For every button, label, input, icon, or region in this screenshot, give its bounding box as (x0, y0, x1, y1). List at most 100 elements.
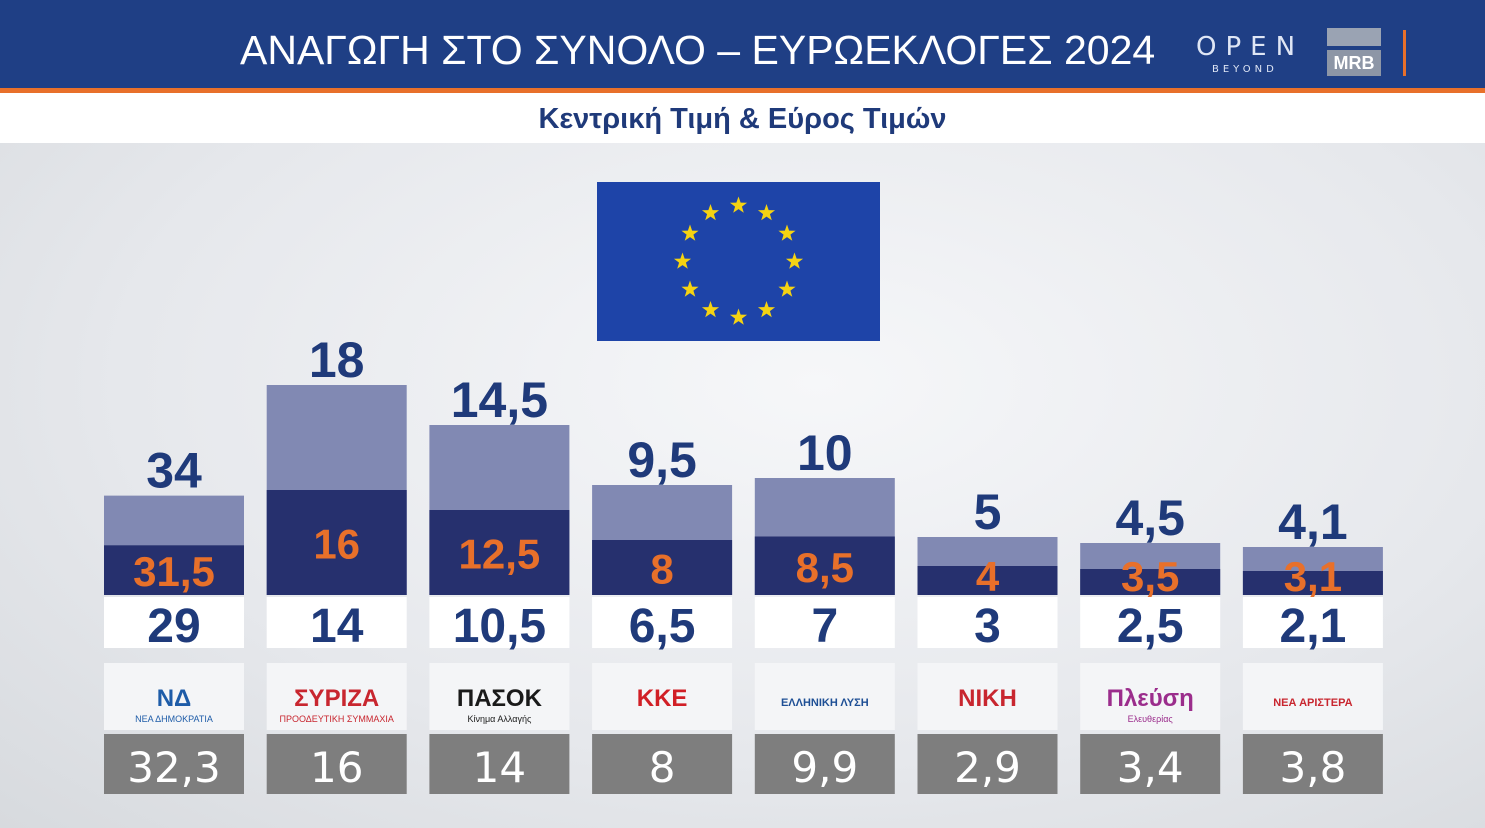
center-value-label: 3,1 (1284, 553, 1342, 600)
party-logo-box (1242, 663, 1383, 730)
header-accent-line (0, 88, 1485, 93)
center-value-label: 8,5 (796, 544, 854, 591)
range-lower-bar (266, 490, 407, 595)
previous-result-label: 14 (473, 743, 526, 792)
min-value-label: 14 (310, 600, 364, 653)
eu-flag-stars (673, 196, 804, 325)
flag-star-icon (729, 308, 748, 325)
min-value-box (104, 597, 244, 648)
eu-flag (597, 182, 880, 341)
mrb-logo-text: MRB (1327, 50, 1381, 76)
min-value-box (266, 597, 407, 648)
min-value-label: 29 (147, 600, 200, 653)
party-logo-box (104, 663, 244, 730)
previous-result-label: 9,9 (791, 743, 858, 792)
min-value-label: 2,1 (1280, 600, 1347, 653)
min-value-box (1080, 597, 1221, 648)
party-column: 14,5 12,5 10,5 ΠΑΣΟΚ Κίνημα Αλλαγής 14 (429, 372, 570, 794)
party-logo-box (266, 663, 407, 730)
previous-result-box (592, 734, 733, 794)
previous-result-label: 3,8 (1280, 743, 1347, 792)
syriza-logo-icon: ΣΥΡΙΖΑ (294, 685, 379, 712)
range-lower-bar (592, 540, 733, 595)
max-value-label: 18 (309, 332, 365, 388)
elliniki-lysi-compass-icon: ΕΛΛΗΝΙΚΗ ΛΥΣΗ (781, 697, 869, 709)
page-title: ΑΝΑΓΩΓΗ ΣΤΟ ΣΥΝΟΛΟ – ΕΥΡΩΕΚΛΟΓΕΣ 2024 (240, 27, 1156, 73)
party-logo-subtext: ΠΡΟΟΔΕΥΤΙΚΗ ΣΥΜΜΑΧΙΑ (279, 714, 393, 724)
min-value-label: 10,5 (453, 600, 546, 653)
party-logo-box (917, 663, 1058, 730)
previous-result-box (429, 734, 570, 794)
range-lower-bar (1242, 571, 1383, 595)
previous-result-label: 8 (649, 743, 676, 792)
flag-star-icon (701, 301, 720, 318)
flag-star-icon (681, 224, 699, 241)
flag-star-icon (785, 252, 804, 269)
flag-star-icon (729, 196, 748, 213)
previous-result-label: 3,4 (1117, 743, 1184, 792)
center-value-label: 31,5 (133, 548, 215, 595)
range-lower-bar (754, 536, 895, 595)
min-value-label: 6,5 (629, 600, 696, 653)
chart-subtitle: Κεντρική Τιμή & Εύρος Τιμών (538, 103, 947, 135)
range-lower-bar (917, 566, 1058, 595)
mrb-logo: MRB (1327, 28, 1381, 76)
max-value-label: 9,5 (627, 432, 697, 488)
party-logo-subtext: Κίνημα Αλλαγής (467, 714, 531, 724)
party-column: 18 16 14 ΣΥΡΙΖΑ ΠΡΟΟΔΕΥΤΙΚΗ ΣΥΜΜΑΧΙΑ 16 (266, 332, 407, 794)
min-value-box (1242, 597, 1383, 648)
kke-hammer-sickle-icon: ΚΚΕ (637, 685, 688, 712)
party-column: 34 31,5 29 ΝΔ ΝΕΑ ΔΗΜΟΚΡΑΤΙΑ 32,3 (104, 443, 244, 794)
min-value-box (429, 597, 570, 648)
flag-star-icon (757, 301, 776, 318)
flag-star-icon (673, 252, 692, 269)
plefsi-ships-icon: Πλεύση (1107, 685, 1194, 712)
previous-result-box (266, 734, 407, 794)
center-value-label: 16 (313, 521, 360, 568)
flag-star-icon (757, 204, 776, 221)
min-value-box (917, 597, 1058, 648)
previous-result-box (104, 734, 244, 794)
center-value-label: 12,5 (459, 531, 541, 578)
party-logo-box (429, 663, 570, 730)
range-lower-bar (1080, 569, 1221, 595)
party-column: 4,13,12,1 ΝΕΑ ΑΡΙΣΤΕΡΑ 3,8 (1242, 494, 1383, 794)
range-lower-bar (104, 545, 244, 595)
max-value-label: 14,5 (451, 372, 548, 428)
flag-star-icon (681, 280, 699, 297)
party-column: 10 8,5 7 ΕΛΛΗΝΙΚΗ ΛΥΣΗ 9,9 (754, 425, 895, 794)
center-value-label: 4 (976, 553, 1000, 600)
party-column: 5 43 ΝΙΚΗ 2,9 (917, 484, 1058, 794)
max-value-label: 5 (974, 484, 1002, 540)
flag-star-icon (701, 204, 720, 221)
previous-result-label: 2,9 (954, 743, 1021, 792)
range-lower-bar (429, 510, 570, 595)
open-logo: OPEN (1196, 32, 1305, 62)
pasok-sun-icon: ΠΑΣΟΚ (457, 685, 543, 712)
party-logo-box (592, 663, 733, 730)
header-bar (0, 0, 1485, 88)
nd-logo-icon: ΝΔ (157, 685, 192, 712)
min-value-label: 7 (811, 600, 838, 653)
min-value-box (592, 597, 733, 648)
niki-logo-icon: ΝΙΚΗ (958, 685, 1017, 712)
center-value-label: 8 (650, 546, 673, 593)
max-value-label: 4,1 (1278, 494, 1348, 550)
previous-result-label: 32,3 (127, 743, 221, 792)
min-value-label: 3 (974, 600, 1001, 653)
open-logo-subtext: BEYOND (1212, 64, 1278, 75)
center-value-label: 3,5 (1121, 553, 1179, 600)
mrb-logo-top (1327, 28, 1381, 46)
party-logo-box (1080, 663, 1221, 730)
subheader-bar: Κεντρική Τιμή & Εύρος Τιμών (0, 93, 1485, 143)
min-value-box (754, 597, 895, 648)
max-value-label: 4,5 (1115, 490, 1185, 546)
party-logo-box (754, 663, 895, 730)
header-divider (1403, 30, 1406, 76)
max-value-label: 34 (146, 443, 202, 499)
party-column: 4,5 3,52,5 Πλεύση Ελευθερίας 3,4 (1080, 490, 1221, 794)
min-value-label: 2,5 (1117, 600, 1184, 653)
flag-star-icon (778, 280, 796, 297)
nea-aristera-logo-icon: ΝΕΑ ΑΡΙΣΤΕΡΑ (1273, 697, 1352, 709)
